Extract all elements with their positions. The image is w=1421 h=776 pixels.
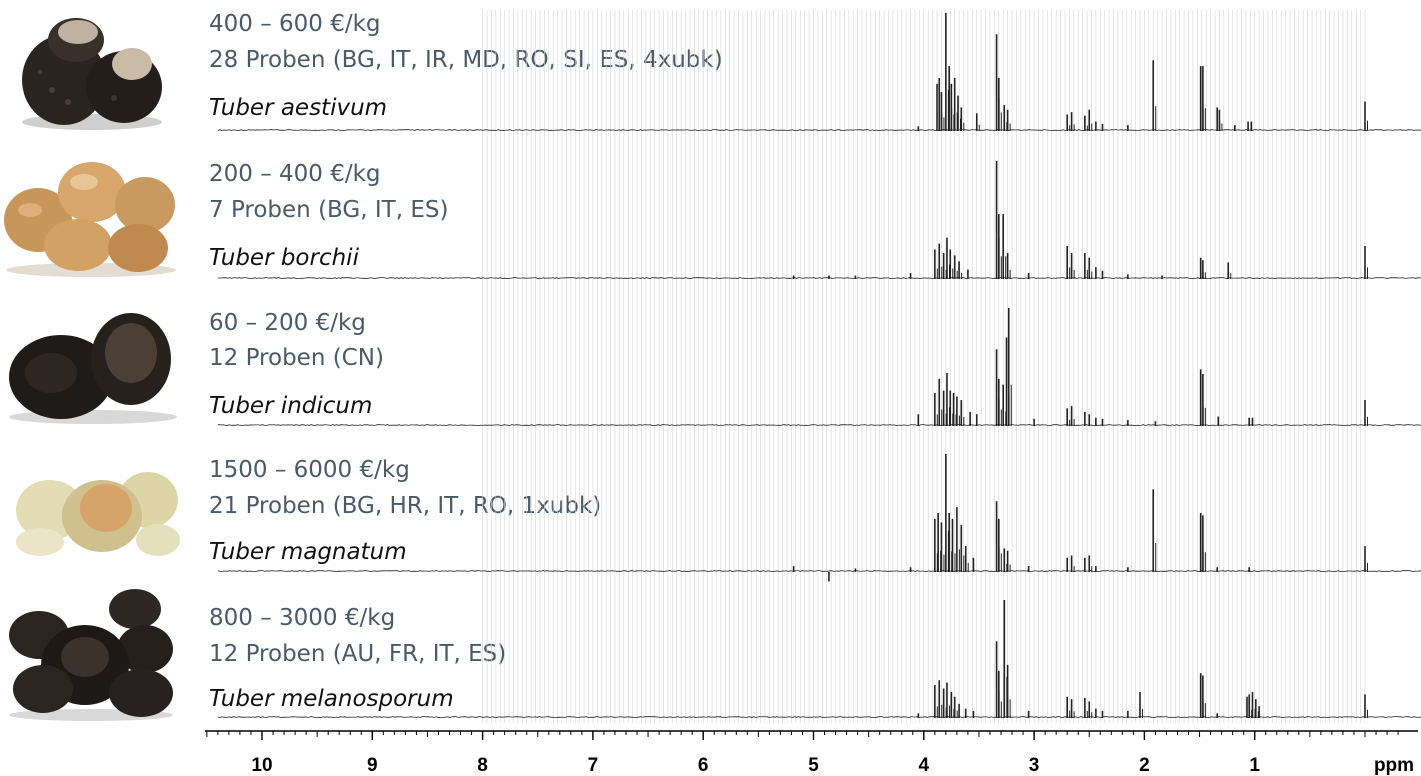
species-name: Tuber melanosporum <box>209 686 454 712</box>
spectrum-baseline <box>217 716 1421 718</box>
x-axis-tick-label: 7 <box>588 755 599 776</box>
dark-black-truffle-icon <box>16 2 168 132</box>
spectrum-baseline <box>217 129 1421 131</box>
x-axis-tick-label: 5 <box>808 755 819 776</box>
spectrum-tuber-borchii <box>217 161 1421 279</box>
spectrum-baseline <box>217 424 1421 426</box>
spectrum-tuber-aestivum <box>217 13 1421 131</box>
x-axis-tick-label: 8 <box>477 755 488 776</box>
x-axis-major-ticks: 10 9 8 7 6 5 4 3 2 1 <box>251 731 1260 776</box>
x-axis-tick-label: 1 <box>1249 755 1260 776</box>
spectra-group <box>217 13 1421 718</box>
sample-origins: 21 Proben (BG, HR, IT, RO, 1xubk) <box>209 493 602 519</box>
x-axis-tick-label: 10 <box>251 755 272 776</box>
spectrum-baseline <box>217 277 1421 279</box>
x-axis-tick-label: 6 <box>698 755 709 776</box>
species-name: Tuber aestivum <box>209 95 388 121</box>
x-axis-minor-ticks <box>206 731 1399 737</box>
sample-origins: 7 Proben (BG, IT, ES) <box>209 197 449 223</box>
chart-grid <box>482 10 1366 723</box>
spectrum-tuber-magnatum <box>217 454 1421 582</box>
species-name: Tuber indicum <box>209 393 373 419</box>
sample-origins: 12 Proben (AU, FR, IT, ES) <box>209 641 507 667</box>
dark-black-truffle-icon <box>3 587 179 722</box>
sample-price: 800 – 3000 €/kg <box>209 605 396 631</box>
sample-price: 400 – 600 €/kg <box>209 11 381 37</box>
spectrum-tuber-melanosporum <box>217 600 1421 718</box>
spectrum-tuber-indicum <box>217 308 1421 426</box>
sample-price: 60 – 200 €/kg <box>209 310 366 336</box>
x-axis-label: ppm <box>1374 755 1414 776</box>
sample-price: 1500 – 6000 €/kg <box>209 457 410 483</box>
x-axis-tick-label: 4 <box>919 755 930 776</box>
x-axis-tick-label: 3 <box>1029 755 1040 776</box>
species-name: Tuber borchii <box>209 245 359 271</box>
pale-white-truffle-icon <box>10 458 182 560</box>
spectrum-baseline <box>217 570 1421 572</box>
species-name: Tuber magnatum <box>209 539 407 565</box>
x-axis-tick-label: 2 <box>1139 755 1150 776</box>
dark-black-truffle-icon <box>3 303 183 425</box>
x-axis: 10 9 8 7 6 5 4 3 2 1 ppm <box>205 730 1418 776</box>
light-tan-truffle-icon <box>0 150 182 280</box>
x-axis-tick-label: 9 <box>367 755 378 776</box>
sample-origins: 12 Proben (CN) <box>209 345 384 371</box>
sample-price: 200 – 400 €/kg <box>209 161 381 187</box>
